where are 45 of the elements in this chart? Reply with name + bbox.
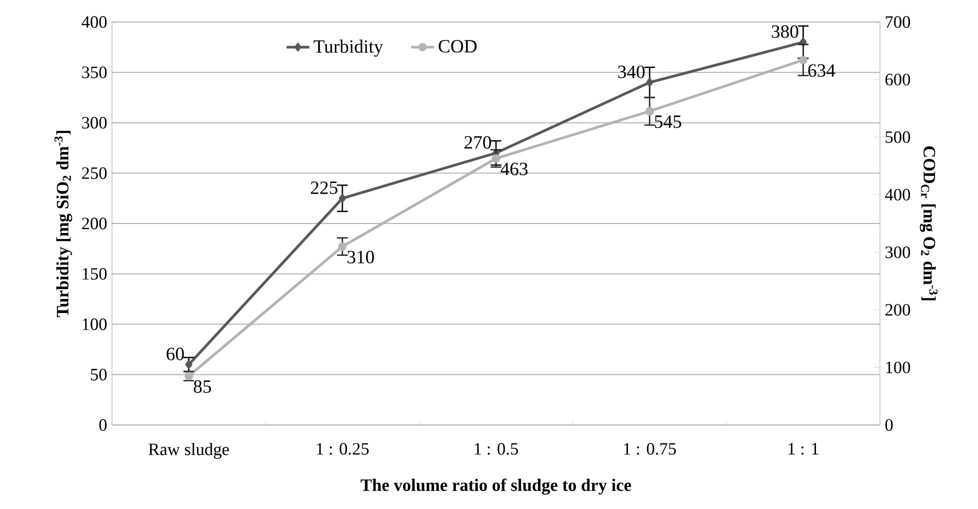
data-label: 60 [166,348,184,360]
data-label: 463 [500,162,528,176]
y2-tick-label: 500 [886,131,910,143]
data-label: 270 [464,136,492,149]
y-axis-title: Turbidity [mg SiO$_{2}$ dm$^{-3}$] [54,130,72,318]
legend-label: COD [438,40,477,53]
data-label: 340 [618,66,645,78]
x-axis-title: The volume ratio of sludge to dry ice [360,478,632,495]
y-tick-label: 250 [82,167,107,179]
x-tick-label: 1 : 0.75 [624,443,676,455]
point [185,360,192,369]
y2-tick-label: 600 [885,74,910,86]
data-label: 310 [348,250,374,264]
y2-tick-label: 100 [886,362,910,374]
y-tick-label: 200 [82,218,107,230]
x-tick-label: 1 : 0.5 [474,443,518,455]
data-label: 380 [772,25,798,38]
y2-axis-title: COD$_{Cr}$ [mg O$_{2}$ dm$^{-3}$] [920,146,938,300]
point [645,106,654,116]
legend-label: Turbidity [314,40,384,57]
y-tick-label: 150 [82,268,107,280]
point [798,56,808,64]
x-tick-label: Raw sludge [148,443,229,459]
x-tick-label: 1 : 1 [788,443,818,455]
y-tick-label: 400 [82,16,107,28]
data-label: 545 [654,115,682,128]
point [646,78,654,87]
point [492,154,500,163]
x-tick-label: 1 : 0.25 [316,443,369,455]
data-label: 225 [310,181,338,194]
point [338,194,346,203]
y2-tick-label: 0 [885,419,893,431]
point [338,242,347,251]
y2-tick-label: 300 [886,246,910,258]
y2-tick-label: 400 [885,188,910,201]
data-label: 85 [194,380,212,393]
y2-tick-label: 200 [885,304,910,316]
y2-tick-label: 700 [886,16,910,28]
y-tick-label: 300 [82,116,107,129]
y-tick-label: 100 [82,318,107,330]
y-tick-label: 50 [90,368,107,380]
point [800,38,807,46]
y-tick-label: 350 [82,66,107,78]
y-tick-label: 0 [99,419,107,431]
data-label: 634 [808,64,836,77]
